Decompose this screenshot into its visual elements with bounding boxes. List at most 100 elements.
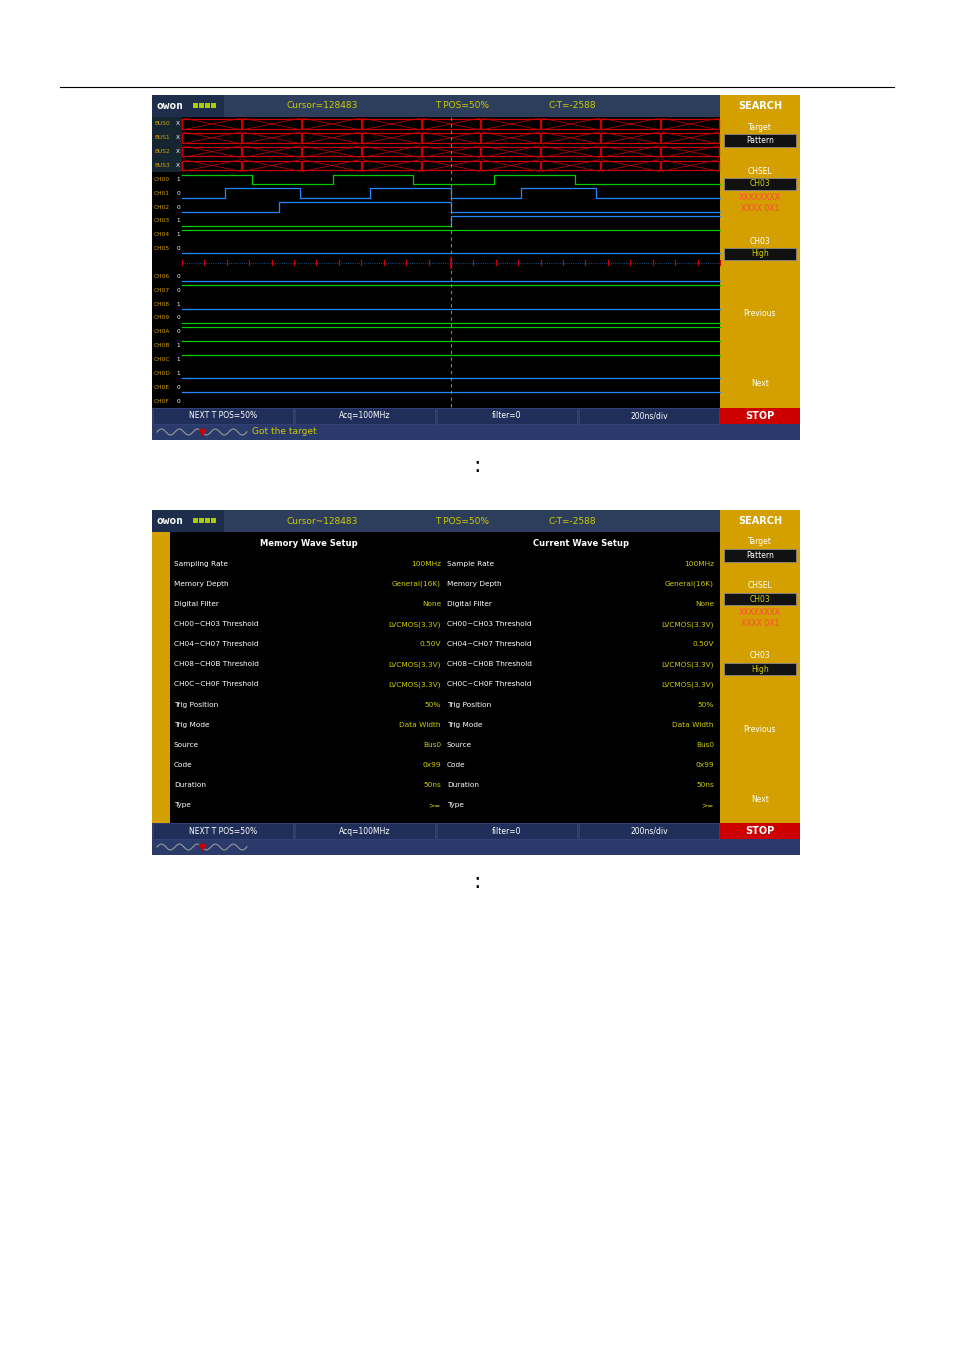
Bar [152,228,182,242]
Bar [436,408,577,424]
Text: CH06: CH06 [153,274,170,279]
Bar [302,119,360,128]
Text: 0x99: 0x99 [422,761,440,768]
Bar [540,161,599,170]
Text: 1: 1 [176,232,180,238]
Text: CH0E: CH0E [153,385,170,390]
Bar [152,838,800,855]
Bar [720,408,800,424]
Text: CH03: CH03 [749,180,770,189]
Text: LVCMOS(3.3V): LVCMOS(3.3V) [660,682,713,687]
Bar [152,173,182,186]
Text: 0.50V: 0.50V [692,641,713,648]
Bar [242,132,301,143]
Bar [361,132,420,143]
Text: C-T=-2588: C-T=-2588 [548,101,596,111]
Text: CH0C~CH0F Threshold: CH0C~CH0F Threshold [173,682,258,687]
Text: Code: Code [447,761,465,768]
Text: SEARCH: SEARCH [738,516,781,526]
Text: Current Wave Setup: Current Wave Setup [533,540,629,548]
Text: C-T=-2588: C-T=-2588 [548,517,596,525]
Text: CHSEL: CHSEL [747,582,772,590]
Bar [720,95,800,117]
Bar [578,408,719,424]
Text: NEXT T POS=50%: NEXT T POS=50% [189,826,256,836]
Text: Memory Depth: Memory Depth [173,580,229,587]
Text: Previous: Previous [743,725,776,733]
Bar [660,161,719,170]
Text: X: X [175,122,180,127]
Text: :: : [473,872,480,892]
Bar [152,186,182,200]
Text: Cursor~128483: Cursor~128483 [286,517,357,525]
Text: 0.50V: 0.50V [419,641,440,648]
Bar [720,824,800,838]
Bar [242,119,301,128]
Text: 1: 1 [176,343,180,348]
Bar [723,134,795,147]
Text: T POS=50%: T POS=50% [435,101,489,111]
Text: Trig Position: Trig Position [173,702,218,707]
Text: Code: Code [173,761,193,768]
Text: 0: 0 [176,316,180,320]
Bar [152,424,800,440]
Text: Duration: Duration [447,782,478,788]
Bar [421,132,480,143]
Bar [152,824,720,838]
Text: CH0B: CH0B [153,343,171,348]
Bar [182,161,241,170]
Bar [481,147,539,157]
Text: 0: 0 [176,190,180,196]
Text: XXXXXXXX
XXXX 0X1: XXXXXXXX XXXX 0X1 [739,193,781,213]
Text: filter=0: filter=0 [492,412,521,420]
Bar [152,144,182,158]
Text: CH04~CH07 Threshold: CH04~CH07 Threshold [447,641,531,648]
Text: 100MHz: 100MHz [683,562,713,567]
Text: Memory Depth: Memory Depth [447,580,501,587]
Text: 1: 1 [176,301,180,306]
Bar [152,310,182,325]
Text: NEXT T POS=50%: NEXT T POS=50% [189,412,256,420]
Text: CH04: CH04 [153,232,170,238]
Text: LVCMOS(3.3V): LVCMOS(3.3V) [388,662,440,668]
Text: CH0A: CH0A [153,329,171,335]
Bar [182,132,241,143]
Bar [152,394,182,408]
Text: 50ns: 50ns [696,782,713,788]
Bar [152,510,800,855]
Text: CH08~CH0B Threshold: CH08~CH0B Threshold [173,662,258,667]
Bar [481,119,539,128]
Text: >=: >= [701,802,713,807]
Bar [361,147,420,157]
Text: filter=0: filter=0 [492,826,521,836]
Text: Next: Next [750,795,768,803]
Bar [152,408,720,424]
Bar [211,518,215,522]
Text: 0: 0 [176,246,180,251]
Bar [152,824,293,838]
Bar [723,178,795,190]
Bar [152,95,800,117]
Bar [152,131,182,144]
Text: 1: 1 [176,371,180,375]
Text: High: High [750,664,768,674]
Bar [540,132,599,143]
Bar [540,119,599,128]
Text: CHSEL: CHSEL [747,166,772,176]
Bar [152,158,182,173]
Bar [720,532,800,855]
Text: Trig Mode: Trig Mode [447,722,482,728]
Bar [199,518,204,522]
Text: Bus0: Bus0 [695,741,713,748]
Text: 0: 0 [176,329,180,335]
Text: CH03: CH03 [749,652,770,660]
Bar [242,147,301,157]
Bar [361,161,420,170]
Bar [193,103,198,108]
Text: Data Width: Data Width [672,722,713,728]
Bar [720,117,800,440]
Bar [152,242,182,255]
Text: Target: Target [747,537,771,547]
Bar [182,147,241,157]
Bar [205,103,210,108]
